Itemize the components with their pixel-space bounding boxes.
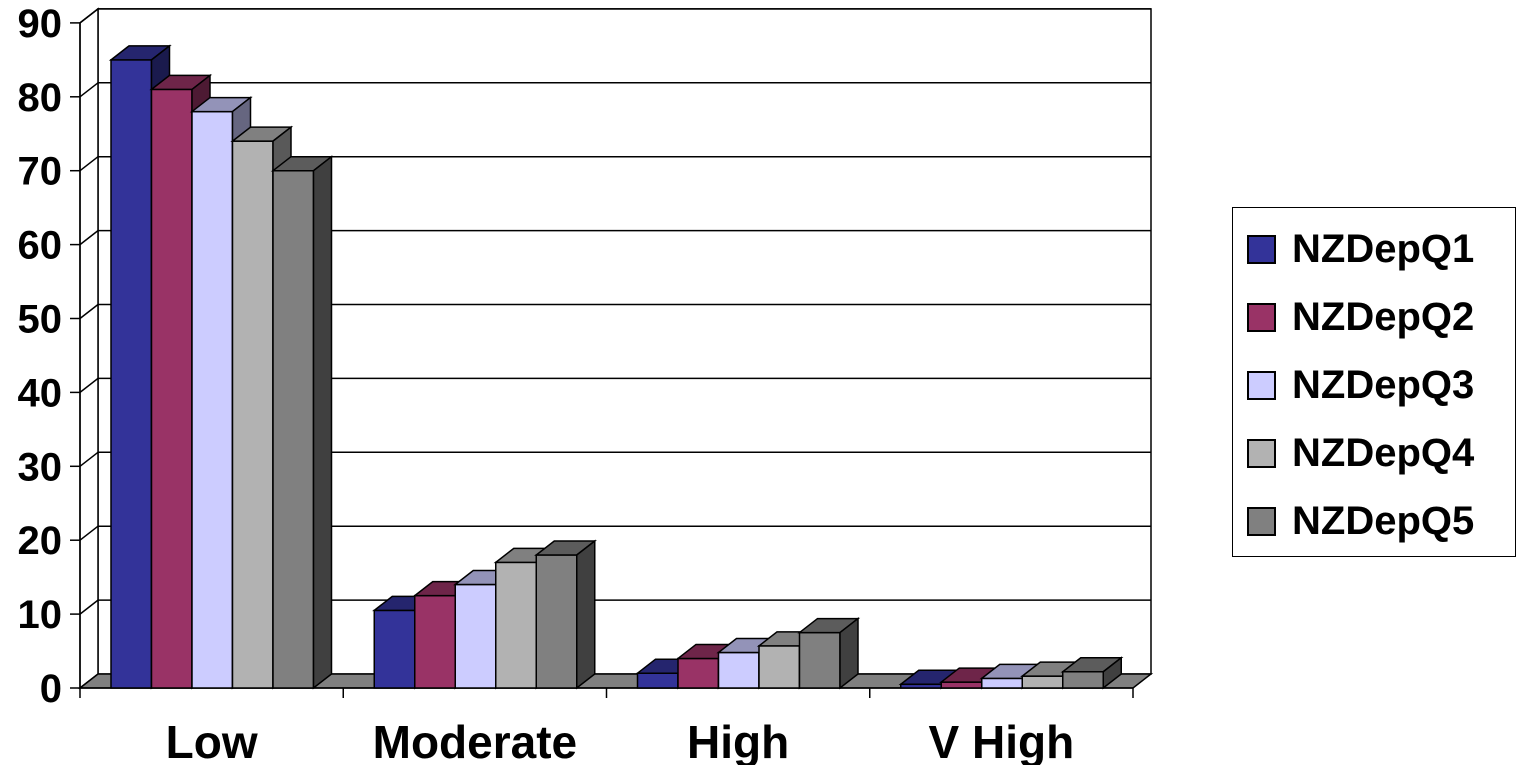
bar [1060,656,1124,690]
bar-side [312,155,333,690]
gridline-depth [79,8,99,24]
y-tick-label: 70 [18,150,63,194]
bar [534,539,597,690]
bar-front [414,594,456,689]
legend-item-q2: NZDepQ2 [1247,292,1474,342]
gridline-depth [79,230,99,246]
legend-label: NZDepQ1 [1292,226,1475,271]
bar [797,617,861,690]
legend-item-q4: NZDepQ4 [1247,428,1474,478]
legend-label: NZDepQ2 [1292,294,1475,339]
bar [270,155,334,690]
bars [108,44,1124,690]
bar-front [940,681,983,689]
legend-swatch [1247,370,1276,400]
gridline-depth [79,599,99,615]
bar-front [798,631,841,689]
legend-swatch [1247,302,1276,332]
side-wall [79,7,99,690]
y-tick-label: 90 [18,2,63,46]
bar-side [839,617,859,690]
gridline-depth [79,303,99,320]
y-tick-label: 80 [18,76,63,120]
y-tick-label: 30 [18,445,63,489]
y-tick-label: 0 [40,667,62,711]
bar-front [717,651,760,689]
legend-swatch [1247,506,1276,536]
bar-front [758,645,801,689]
gridline-depth [79,82,99,98]
y-axis-tick-labels: 0 10 20 30 40 50 60 70 80 90 [18,2,63,711]
x-category-label: Moderate [373,716,577,765]
y-tick-label: 50 [18,298,63,342]
bar-front [981,677,1023,689]
legend-label: NZDepQ3 [1292,362,1475,407]
legend-item-q1: NZDepQ1 [1247,224,1474,274]
x-axis-category-labels: Low Moderate High V High [166,716,1075,765]
bar-front [495,561,537,689]
bar-front [535,554,578,689]
bar-front [1021,675,1064,689]
bar-front [677,657,720,689]
bar-front [373,609,416,689]
legend-item-q3: NZDepQ3 [1247,360,1474,410]
y-tick-label: 60 [18,224,63,268]
x-category-label: V High [929,716,1075,765]
legend-swatch [1247,234,1276,264]
bar-front [454,583,497,689]
bar-front [150,88,193,689]
y-tick-label: 10 [18,593,63,637]
bar-front [110,59,153,689]
bar-side [1102,656,1122,690]
gridline-depth [79,156,99,172]
bar-side [576,539,596,690]
gridline-depth [79,525,99,541]
legend-label: NZDepQ4 [1292,430,1475,475]
gridline-depth [79,377,99,393]
y-tick-label: 40 [18,371,63,415]
bar-front [1062,670,1104,689]
x-category-label: High [687,716,789,765]
bar-front [636,672,679,689]
legend: NZDepQ1 NZDepQ2 NZDepQ3 NZDepQ4 NZDepQ5 [1232,207,1516,557]
legend-swatch [1247,438,1276,468]
y-tick-label: 20 [18,519,63,563]
gridline-depth [79,451,99,467]
x-category-label: Low [166,716,258,765]
bar-front [191,110,234,689]
bar-front [231,140,274,689]
legend-label: NZDepQ5 [1292,498,1475,543]
legend-item-q5: NZDepQ5 [1247,496,1474,546]
bar-front [272,169,315,689]
